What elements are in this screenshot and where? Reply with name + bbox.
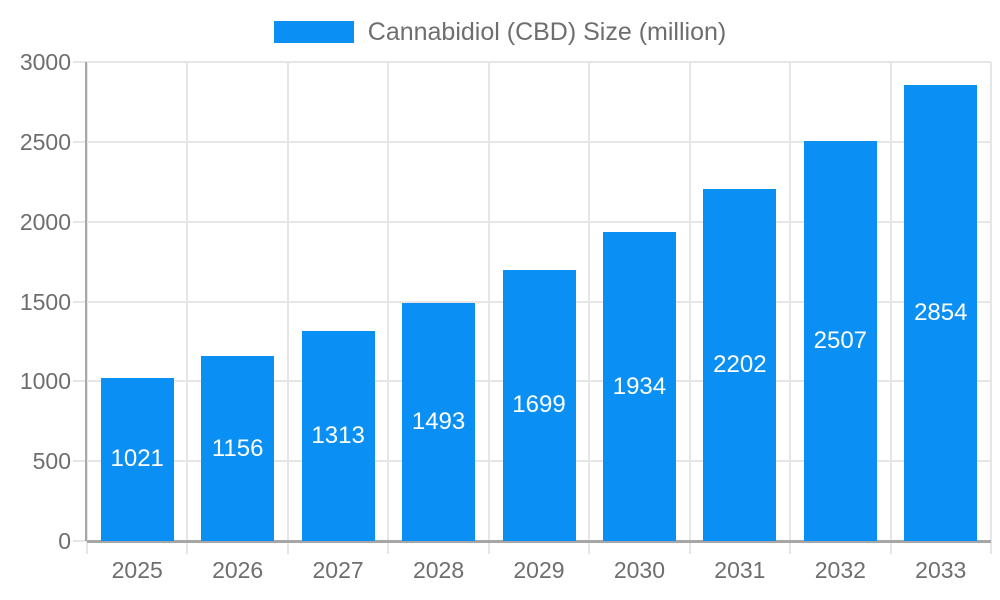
x-tick-mark — [286, 541, 289, 554]
bar[interactable] — [402, 302, 476, 541]
x-tick-mark — [86, 541, 88, 554]
v-gridline — [889, 62, 892, 541]
y-tick-label: 3000 — [19, 49, 71, 75]
bar-value-label: 1699 — [512, 391, 566, 419]
v-gridline — [487, 62, 490, 541]
v-gridline — [186, 62, 189, 541]
x-tick-mark — [889, 541, 892, 554]
y-tick-mark — [73, 140, 87, 143]
h-gridline — [87, 140, 991, 143]
bar-value-label: 1156 — [211, 434, 264, 462]
y-tick-mark — [73, 220, 87, 223]
v-gridline — [789, 62, 792, 541]
y-tick-label: 2500 — [19, 128, 71, 155]
v-gridline — [286, 62, 289, 541]
x-tick-label: 2028 — [412, 557, 465, 583]
x-tick-label: 2030 — [613, 557, 666, 583]
x-tick-label: 2031 — [714, 557, 766, 583]
x-tick-label: 2033 — [915, 557, 967, 583]
bar[interactable] — [904, 85, 978, 541]
bar[interactable] — [100, 377, 174, 541]
x-tick-label: 2032 — [814, 557, 866, 583]
bar-value-label: 1021 — [110, 445, 164, 473]
bar-value-label: 2202 — [713, 351, 767, 379]
v-gridline — [990, 62, 992, 541]
x-tick-label: 2025 — [111, 557, 163, 583]
bar-value-label: 1313 — [311, 422, 365, 450]
bar-value-label: 1493 — [411, 407, 466, 435]
bar-value-label: 2507 — [813, 326, 868, 354]
h-gridline — [87, 220, 991, 223]
v-gridline — [688, 62, 691, 541]
x-tick-mark — [487, 541, 490, 554]
y-tick-mark — [73, 380, 87, 383]
bar[interactable] — [602, 232, 676, 541]
bar[interactable] — [703, 189, 777, 541]
bar[interactable] — [803, 140, 877, 541]
bar[interactable] — [201, 356, 275, 541]
y-tick-label: 500 — [32, 448, 71, 475]
x-tick-mark — [387, 541, 390, 554]
x-tick-mark — [990, 541, 992, 554]
y-axis-line — [85, 62, 87, 541]
x-tick-mark — [688, 541, 691, 554]
x-tick-mark — [588, 541, 591, 554]
x-tick-label: 2029 — [513, 557, 565, 583]
x-tick-label: 2027 — [312, 557, 364, 583]
x-tick-mark — [789, 541, 792, 554]
y-tick-label: 2000 — [19, 208, 71, 235]
legend[interactable]: Cannabidiol (CBD) Size (million) — [0, 18, 1000, 46]
v-gridline — [86, 62, 88, 541]
y-tick-mark — [73, 540, 87, 542]
y-tick-label: 0 — [58, 528, 71, 554]
v-gridline — [588, 62, 591, 541]
x-axis-line — [87, 540, 991, 543]
y-tick-label: 1000 — [19, 368, 71, 395]
bar[interactable] — [301, 331, 375, 541]
h-gridline — [87, 61, 991, 63]
x-tick-label: 2026 — [212, 557, 264, 583]
x-tick-mark — [186, 541, 189, 554]
legend-swatch — [273, 21, 354, 43]
y-tick-mark — [73, 61, 87, 63]
y-tick-mark — [73, 460, 87, 463]
bar-value-label: 1934 — [612, 372, 667, 400]
y-tick-label: 1500 — [19, 288, 71, 315]
y-tick-mark — [73, 300, 87, 303]
v-gridline — [387, 62, 390, 541]
bar-value-label: 2854 — [914, 299, 968, 327]
legend-label: Cannabidiol (CBD) Size (million) — [367, 18, 727, 46]
bar[interactable] — [502, 269, 576, 541]
